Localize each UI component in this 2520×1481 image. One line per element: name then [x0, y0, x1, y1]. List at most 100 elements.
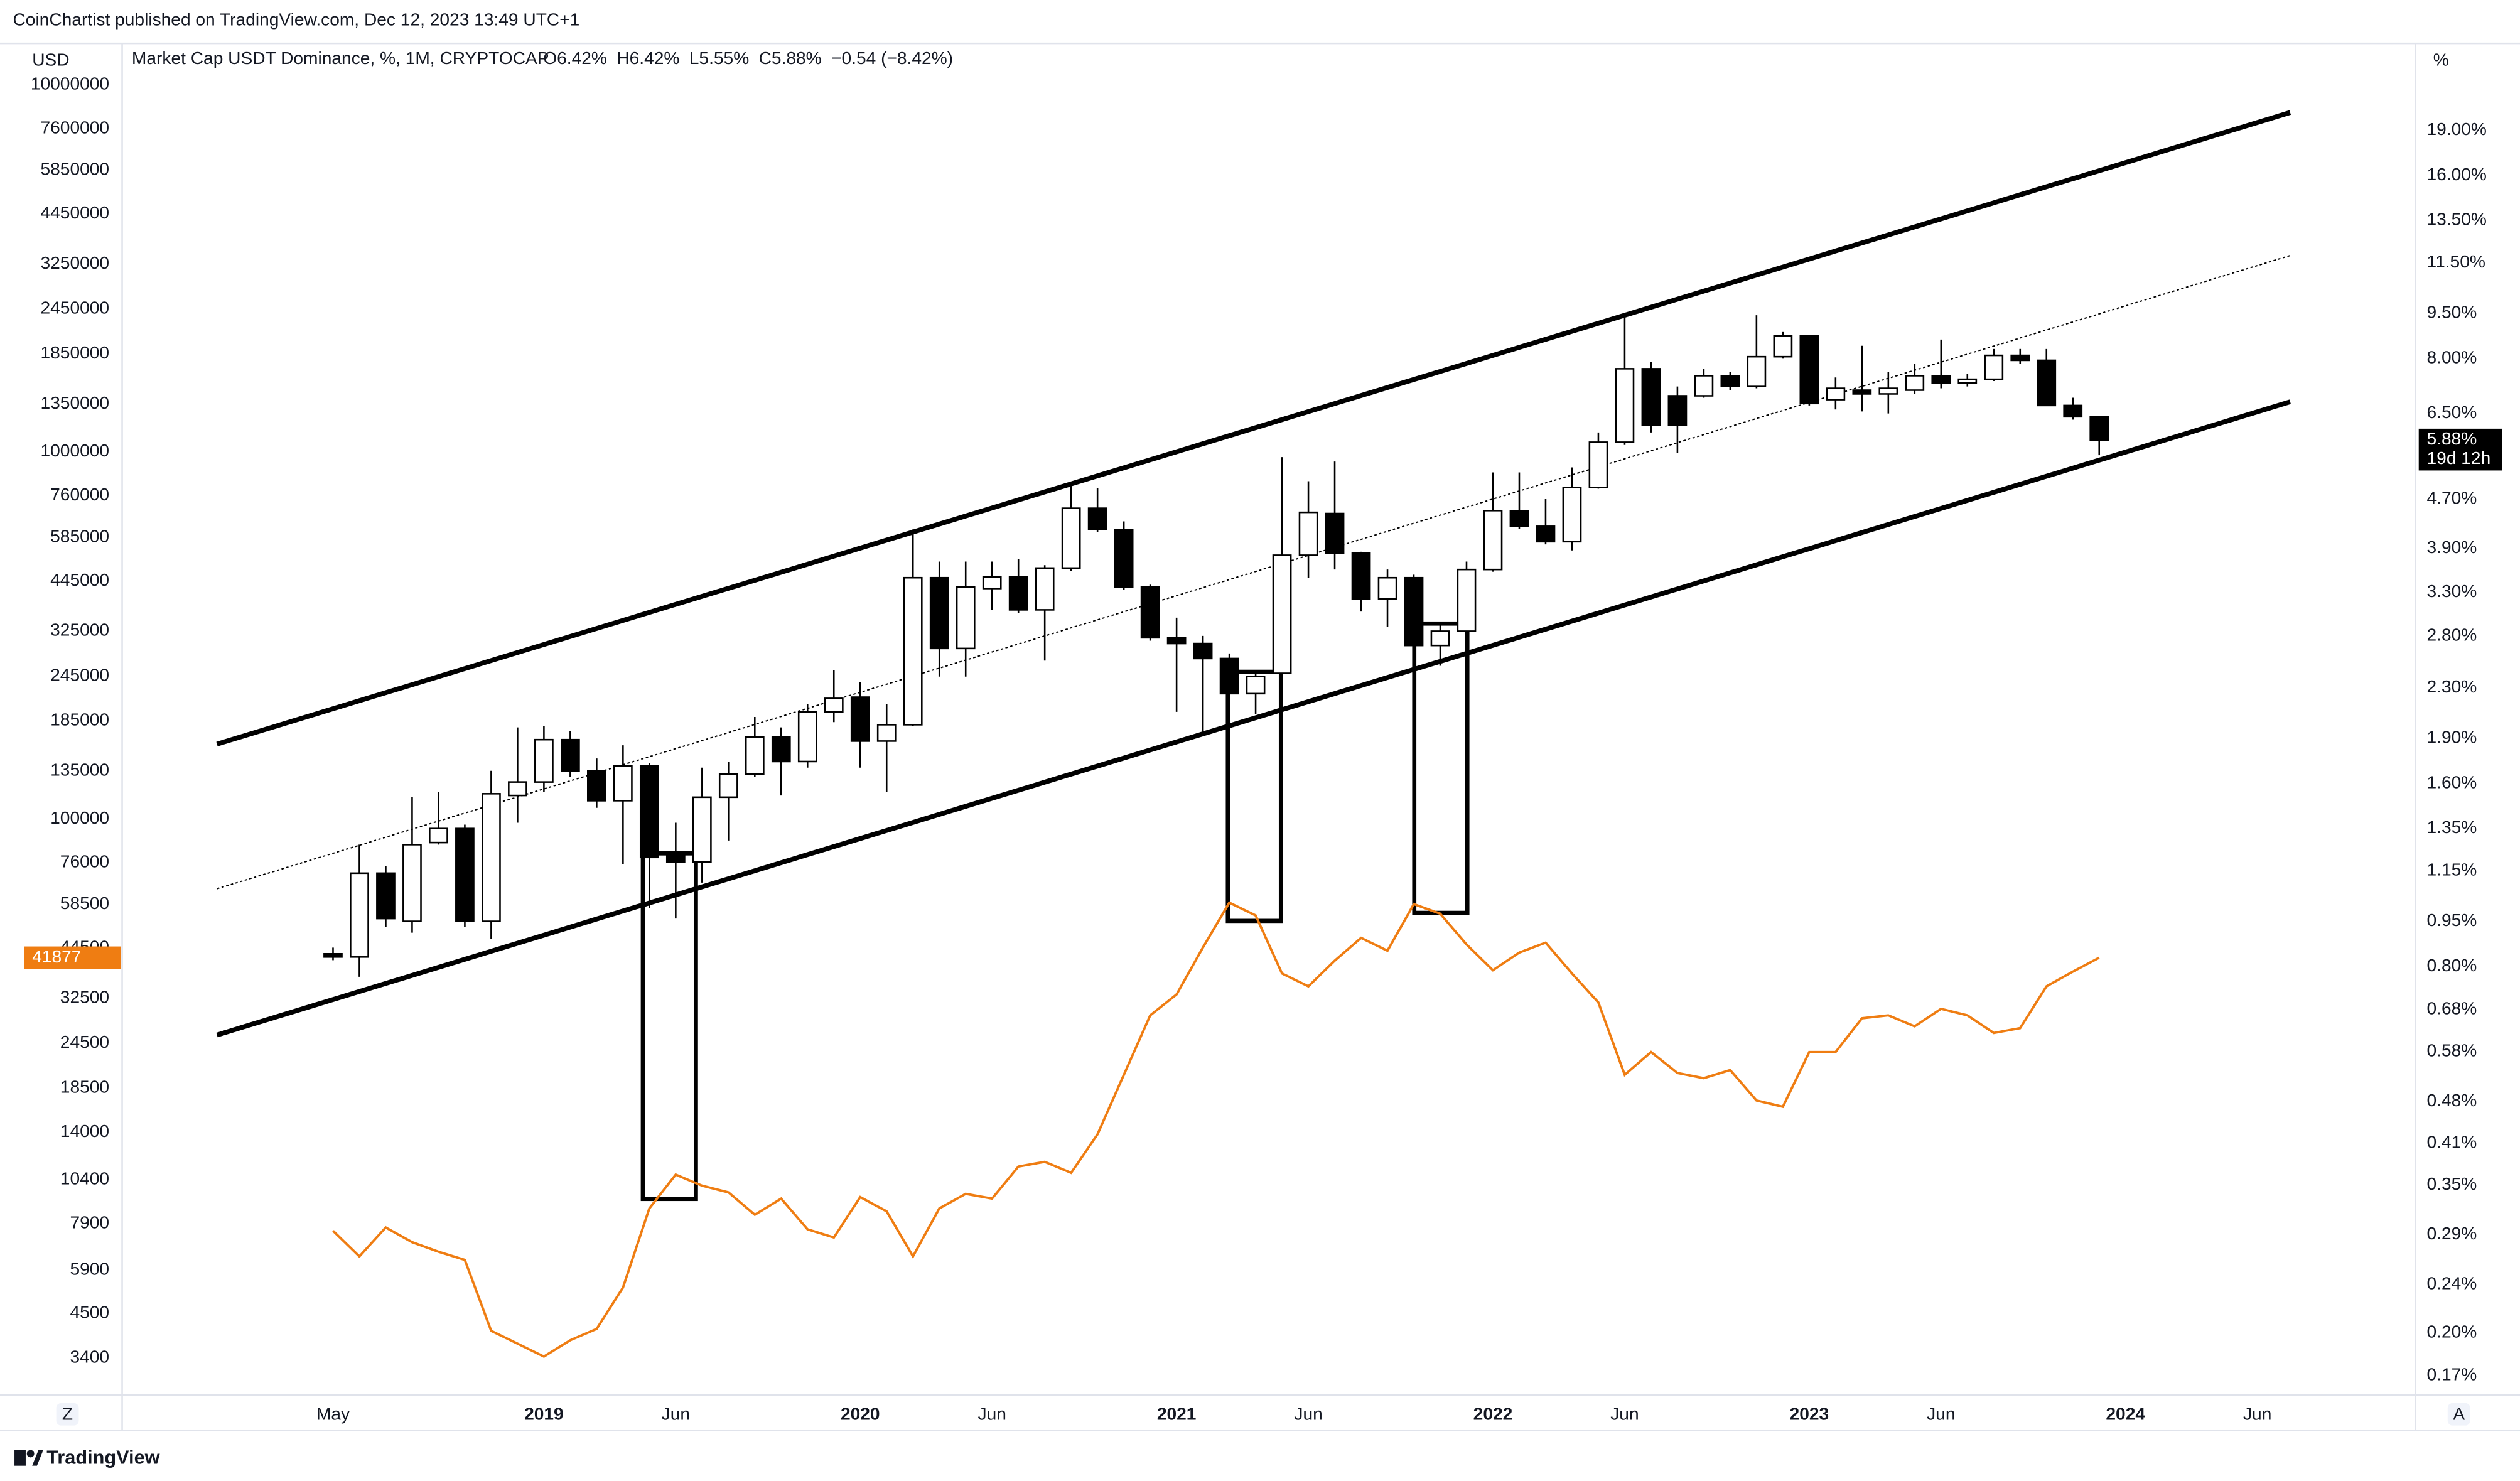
ohlc-value: C5.88%	[759, 48, 822, 68]
button-bg[interactable]	[56, 1403, 79, 1426]
candle-body	[1325, 512, 1345, 554]
candle-body	[1773, 335, 1793, 358]
logo-part	[32, 1450, 44, 1466]
publish-note: CoinChartist published on TradingView.co…	[13, 10, 579, 30]
candle-body	[929, 576, 949, 650]
candle-body	[1562, 487, 1582, 543]
highlight-box	[1225, 669, 1283, 924]
ohlc-value: L5.55%	[689, 48, 749, 68]
candle-body	[1377, 576, 1397, 600]
candle-body	[429, 827, 448, 844]
x-tick-label: Jun	[1294, 1404, 1322, 1423]
button-a[interactable]: A	[2453, 1404, 2465, 1423]
y-tick-label: 2.30%	[2427, 677, 2477, 696]
y-tick-label: 1.15%	[2427, 860, 2477, 880]
candle-body	[1193, 642, 1213, 660]
y2-tick-label: 585000	[50, 526, 109, 546]
channel-lower	[216, 399, 2291, 1038]
candle-body	[692, 796, 712, 863]
x-tick-label: Jun	[978, 1404, 1006, 1423]
y-tick-label: 19.00%	[2427, 119, 2487, 139]
candle-body	[1826, 387, 1846, 401]
button-bg[interactable]	[2447, 1403, 2470, 1426]
candle-body	[1509, 510, 1529, 527]
y-tick-label: 0.48%	[2427, 1091, 2477, 1110]
candle-body	[1615, 368, 1635, 443]
ohlc-legend: O6.42% H6.42% L5.55% C5.88% −0.54 (−8.42%)	[543, 48, 953, 68]
y-tick-label: 0.29%	[2427, 1224, 2477, 1243]
candle-body	[876, 724, 897, 742]
y-tick-label: 13.50%	[2427, 210, 2487, 229]
candle-body	[665, 852, 686, 863]
candle-body	[1404, 576, 1424, 647]
candle-body	[1694, 375, 1714, 397]
candle-body	[1298, 511, 1318, 556]
y2-tick-label: 24500	[60, 1032, 109, 1052]
price-tag	[2418, 428, 2502, 471]
candle-body	[797, 711, 817, 763]
candle-body	[1931, 375, 1951, 384]
candle-body	[1905, 375, 1925, 391]
candle-body	[982, 576, 1002, 590]
y2-tick-label: 10000000	[31, 74, 109, 94]
y-tick-label: 2.80%	[2427, 625, 2477, 644]
candle-body	[1140, 586, 1160, 639]
y-tick-label: 1.35%	[2427, 817, 2477, 837]
candle-body	[1588, 441, 1608, 488]
candle-body	[1219, 657, 1239, 695]
candle-body	[376, 872, 396, 920]
candle-body	[1641, 368, 1661, 426]
candle-body	[1852, 389, 1872, 395]
candle-body	[903, 576, 923, 726]
x-tick-label: 2019	[524, 1404, 564, 1423]
y-tick-label: 0.17%	[2427, 1365, 2477, 1384]
candle-body	[1667, 395, 1688, 426]
legend-title: Market Cap USDT Dominance, %, 1M, CRYPTO…	[132, 48, 549, 68]
brand-logo	[14, 1450, 44, 1466]
y2-tick-label: 58500	[60, 893, 109, 913]
candle-body	[1246, 676, 1266, 695]
line-tag-label: 41877	[32, 947, 81, 966]
candle-body	[956, 586, 976, 650]
logo-part	[14, 1450, 26, 1466]
x-tick-label: Jun	[1927, 1404, 1955, 1423]
logo-part	[26, 1450, 35, 1458]
y-tick-label: 9.50%	[2427, 302, 2477, 321]
y2-tick-label: 4500	[70, 1302, 109, 1322]
ohlc-value: O6.42%	[543, 48, 607, 68]
x-tick-label: 2024	[2106, 1404, 2145, 1423]
y-tick-label: 0.24%	[2427, 1274, 2477, 1293]
y2-tick-label: 14000	[60, 1121, 109, 1141]
y2-tick-label: 5850000	[41, 159, 110, 179]
ohlc-value: −0.54 (−8.42%)	[831, 48, 953, 68]
candle-body	[1457, 568, 1477, 632]
y-tick-label: 8.00%	[2427, 348, 2477, 367]
x-tick-label: 2022	[1473, 1404, 1513, 1423]
y2-tick-label: 18500	[60, 1077, 109, 1096]
y2-tick-label: 3400	[70, 1347, 109, 1366]
y-tick-label: 0.35%	[2427, 1174, 2477, 1193]
candle-body	[586, 770, 606, 802]
left-axis-unit: USD	[32, 50, 69, 70]
y2-tick-label: 100000	[50, 808, 109, 827]
x-tick-label: 2023	[1790, 1404, 1829, 1423]
candle-body	[1351, 552, 1371, 600]
y2-tick-label: 135000	[50, 760, 109, 780]
y2-tick-label: 32500	[60, 987, 109, 1006]
candle-body	[1087, 507, 1107, 530]
candle-body	[350, 872, 369, 958]
y2-tick-label: 2450000	[41, 298, 110, 318]
candle-body	[1061, 507, 1081, 569]
y2-tick-label: 1850000	[41, 343, 110, 362]
x-tick-label: 2021	[1157, 1404, 1197, 1423]
button-z[interactable]: Z	[62, 1404, 73, 1423]
candle-body	[1984, 354, 2004, 380]
candle-body	[2037, 359, 2057, 407]
y-tick-label: 4.70%	[2427, 488, 2477, 507]
line-series	[332, 901, 2100, 1358]
y2-tick-label: 1350000	[41, 393, 110, 412]
y-tick-label: 11.50%	[2427, 252, 2485, 271]
y-tick-label: 0.80%	[2427, 956, 2477, 975]
